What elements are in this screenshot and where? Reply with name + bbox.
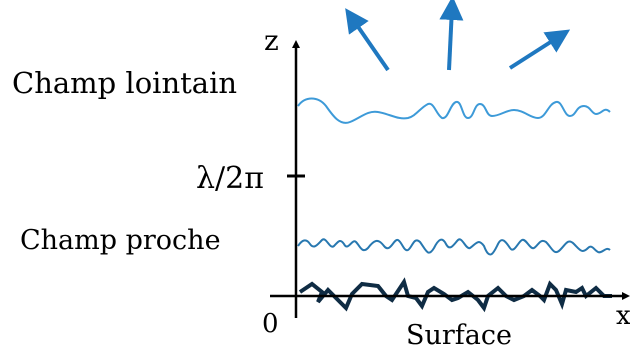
near-field-label: Champ proche (20, 225, 221, 256)
radiation-arrow-left (345, 8, 390, 72)
far-field-wave (297, 97, 611, 124)
x-axis-label: x (616, 301, 630, 331)
radiation-arrow-right (508, 29, 571, 70)
z-axis-label: z (264, 24, 279, 57)
far-field-label: Champ lointain (12, 66, 237, 100)
origin-label: 0 (262, 309, 279, 339)
radiation-arrow-center (439, 0, 464, 71)
surface-label: Surface (406, 320, 512, 351)
near-field-wave (297, 238, 611, 256)
lambda-tick-label: λ/2π (196, 161, 264, 196)
